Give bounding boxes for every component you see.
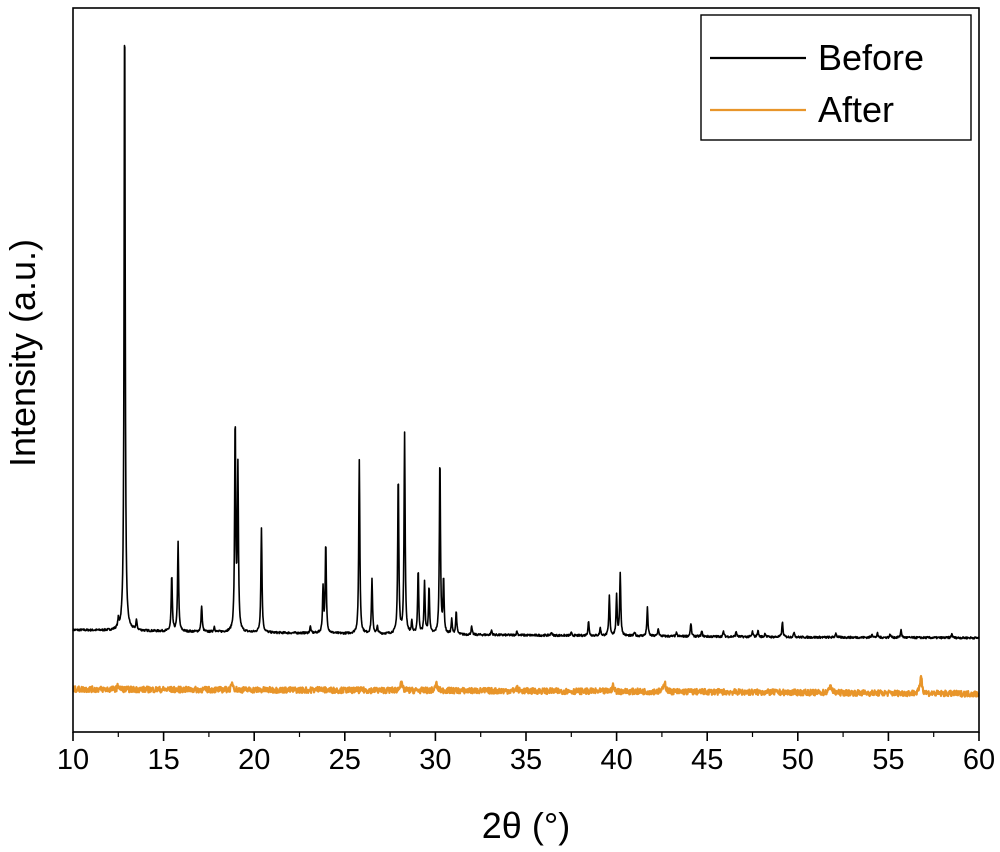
legend-label-before: Before [818,37,924,78]
series-line-before [72,44,980,640]
x-tick-label: 60 [963,744,995,776]
legend-label-after: After [818,89,894,130]
x-axis: 10 15 20 25 30 35 40 45 50 55 60 [57,732,995,776]
x-axis-title: 2θ (°) [482,805,570,846]
x-tick-label: 55 [872,744,904,776]
legend-box [700,14,972,141]
x-tick-label: 35 [510,744,542,776]
x-tick-label: 45 [691,744,723,776]
x-tick-label: 25 [329,744,361,776]
x-tick-label: 20 [238,744,270,776]
x-tick-label: 15 [147,744,179,776]
series-layer [72,44,980,698]
x-tick-label: 10 [57,744,89,776]
x-tick-label: 40 [600,744,632,776]
x-tick-label: 30 [419,744,451,776]
legend: Before After [700,14,972,141]
series-line-after [72,674,980,698]
x-tick-label: 50 [782,744,814,776]
y-axis-title: Intensity (a.u.) [2,239,43,467]
